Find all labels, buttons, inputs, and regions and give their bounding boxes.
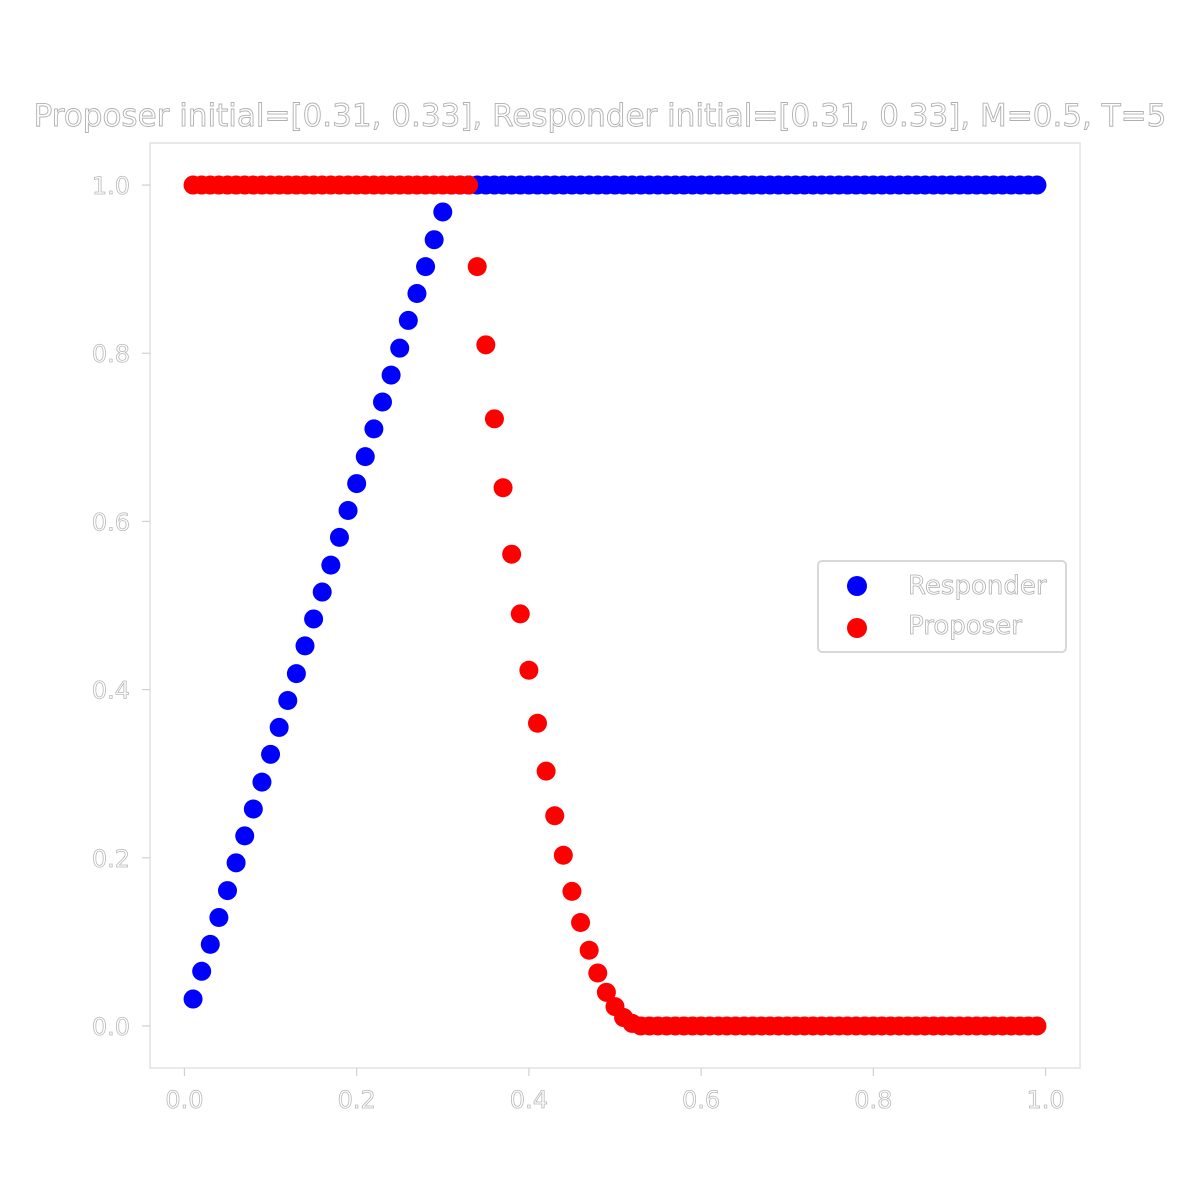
proposer-point bbox=[579, 940, 599, 960]
proposer-point bbox=[562, 881, 582, 901]
data-points bbox=[183, 175, 1047, 1036]
y-tick-label: 0.6 bbox=[92, 508, 130, 536]
proposer-point bbox=[596, 982, 616, 1002]
y-axis: 0.0 0.2 0.4 0.6 0.8 1.0 bbox=[91, 172, 150, 1041]
y-tick-label: 0.0 bbox=[92, 1013, 130, 1041]
responder-point bbox=[407, 284, 427, 304]
plot-area bbox=[149, 142, 1081, 1069]
proposer-point bbox=[484, 409, 504, 429]
responder-point bbox=[381, 365, 401, 385]
responder-point bbox=[338, 500, 358, 520]
responder-point bbox=[243, 799, 263, 819]
responder-point bbox=[183, 989, 203, 1009]
y-tick-label: 1.0 bbox=[92, 172, 130, 200]
responder-point bbox=[364, 419, 384, 439]
proposer-point bbox=[536, 761, 556, 781]
responder-point bbox=[1027, 175, 1047, 195]
responder-point bbox=[209, 907, 229, 927]
responder-point bbox=[329, 527, 349, 547]
responder-point bbox=[235, 826, 255, 846]
proposer-point bbox=[528, 713, 547, 733]
responder-point bbox=[278, 691, 298, 711]
responder-point bbox=[218, 881, 237, 901]
legend-marker-proposer bbox=[847, 618, 867, 638]
responder-point bbox=[398, 310, 418, 330]
x-tick-label: 1.0 bbox=[1026, 1086, 1064, 1114]
proposer-point bbox=[588, 963, 608, 983]
x-tick-label: 0.4 bbox=[510, 1086, 548, 1114]
x-tick-label: 0.2 bbox=[338, 1086, 376, 1114]
y-tick-label: 0.2 bbox=[92, 845, 130, 873]
proposer-point bbox=[493, 478, 513, 498]
proposer-point bbox=[467, 257, 487, 277]
responder-point bbox=[355, 447, 375, 467]
proposer-point bbox=[502, 544, 522, 564]
proposer-point bbox=[545, 806, 565, 826]
chart-title: Proposer initial=[0.31, 0.33], Responder… bbox=[34, 98, 1167, 134]
x-tick-label: 0.8 bbox=[854, 1086, 892, 1114]
responder-point bbox=[261, 744, 281, 764]
responder-point bbox=[304, 609, 324, 629]
x-axis: 0.0 0.2 0.4 0.6 0.8 1.0 bbox=[165, 1068, 1065, 1114]
responder-point bbox=[433, 202, 453, 222]
responder-point bbox=[347, 474, 367, 494]
legend-label-responder: Responder bbox=[908, 571, 1047, 601]
y-tick-label: 0.8 bbox=[92, 340, 130, 368]
responder-point bbox=[252, 772, 272, 792]
responder-point bbox=[295, 636, 315, 656]
responder-point bbox=[373, 392, 392, 412]
responder-point bbox=[286, 664, 306, 684]
x-tick-label: 0.6 bbox=[682, 1086, 720, 1114]
legend-marker-responder bbox=[847, 576, 867, 596]
responder-point bbox=[390, 338, 410, 358]
proposer-point bbox=[510, 604, 530, 624]
responder-point bbox=[226, 853, 246, 873]
proposer-point bbox=[519, 660, 539, 680]
y-tick-label: 0.4 bbox=[92, 677, 130, 705]
proposer-point bbox=[553, 845, 573, 865]
responder-point bbox=[312, 582, 332, 602]
responder-point bbox=[192, 961, 212, 981]
legend: Responder Proposer bbox=[817, 560, 1067, 653]
proposer-point bbox=[571, 913, 591, 933]
proposer-point bbox=[476, 335, 496, 355]
legend-box bbox=[817, 560, 1067, 653]
legend-label-proposer: Proposer bbox=[908, 611, 1022, 641]
responder-point bbox=[321, 555, 341, 575]
responder-point bbox=[200, 934, 220, 954]
responder-point bbox=[416, 257, 436, 277]
responder-point bbox=[269, 717, 289, 737]
proposer-point bbox=[459, 175, 479, 195]
proposer-point bbox=[1027, 1016, 1047, 1036]
responder-point bbox=[424, 230, 444, 250]
x-tick-label: 0.0 bbox=[165, 1086, 203, 1114]
